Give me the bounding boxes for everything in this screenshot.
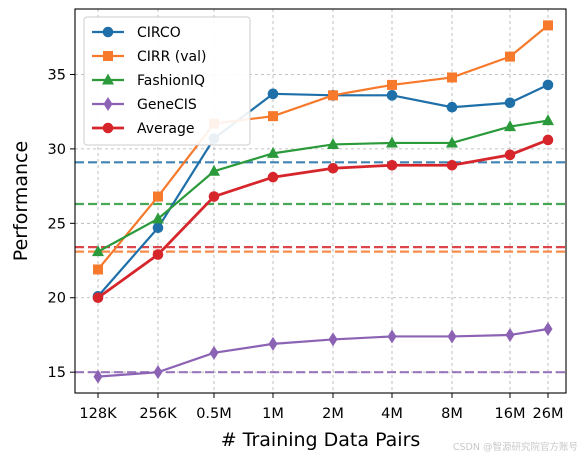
data-point [267,171,279,183]
data-point [92,292,104,304]
x-tick-label: 0.5M [196,406,232,422]
legend-label: Average [137,121,195,137]
series-line [97,327,549,378]
legend: CIRCO CIRR (val) FashionIQ GeneCIS Average [83,16,251,146]
series-genecis [93,322,553,384]
x-axis-label: # Training Data Pairs [221,429,421,451]
legend-box [83,16,251,146]
legend-marker [102,26,114,38]
legend-item: CIRR (val) [92,49,207,65]
data-point [387,79,397,90]
series-line [97,138,549,299]
x-tick-label: 1M [262,406,284,422]
data-point [208,191,220,202]
data-point [152,212,164,224]
data-point [268,111,278,122]
data-point [328,90,338,101]
data-point [208,164,220,176]
plot-frame [74,8,567,394]
legend-marker [102,122,114,134]
legend-marker [103,97,113,111]
data-point [386,90,398,101]
data-point [542,79,554,91]
data-point [152,222,164,234]
data-point [93,264,103,275]
watermark: CSDN @智源研究院官方账号 [453,441,578,453]
data-point [504,120,516,132]
legend-marker [103,51,113,61]
data-point [446,159,458,171]
y-axis-label: Performance [10,141,32,261]
data-point [542,114,554,126]
data-point [387,329,397,344]
x-tick-label: 4M [381,406,403,422]
x-tick-label: 16M [495,406,526,422]
data-point [327,137,339,149]
legend-label: CIRCO [137,25,181,41]
y-tick-label: 35 [48,67,66,83]
data-point [504,97,516,109]
data-point [386,159,398,171]
legend-item: CIRCO [92,25,181,41]
data-point [153,365,163,380]
data-point [93,369,103,384]
legend-item: GeneCIS [92,97,197,113]
legend-item: FashionIQ [92,73,205,89]
y-tick-label: 30 [48,142,66,158]
series-average [92,134,554,304]
data-point [268,336,278,351]
x-tick-label: 2M [322,406,344,422]
data-point [446,136,458,148]
data-point [447,72,457,83]
x-tick-label: 128K [79,406,117,422]
data-point [209,345,219,360]
data-point [267,88,279,100]
y-axis-ticks: 15 20 25 30 35 [48,67,75,381]
data-point [386,136,398,148]
data-point [92,245,104,257]
x-tick-label: 8M [441,406,463,422]
y-tick-label: 15 [48,365,66,381]
legend-label: GeneCIS [137,97,197,113]
legend-label: CIRR (val) [137,49,207,65]
y-tick-label: 25 [48,216,66,232]
data-point [327,162,339,174]
data-point [152,249,164,260]
data-point [505,327,515,342]
series-fashioniq [92,114,554,257]
x-tick-label: 256K [139,406,177,422]
data-point [447,329,457,344]
data-point [328,332,338,347]
data-point [543,20,553,31]
data-point [153,191,163,202]
legend-item: Average [92,121,195,137]
legend-label: FashionIQ [137,73,205,89]
y-tick-label: 20 [48,291,66,307]
x-axis-ticks: 128K 256K 0.5M 1M 2M 4M 8M 16M 26M [79,393,563,422]
x-tick-label: 26M [533,406,564,422]
data-point [505,51,515,62]
data-point [446,101,458,113]
data-point [267,146,279,158]
data-point [542,134,554,146]
data-point [543,322,553,336]
data-point [504,149,516,161]
legend-marker [102,73,114,85]
